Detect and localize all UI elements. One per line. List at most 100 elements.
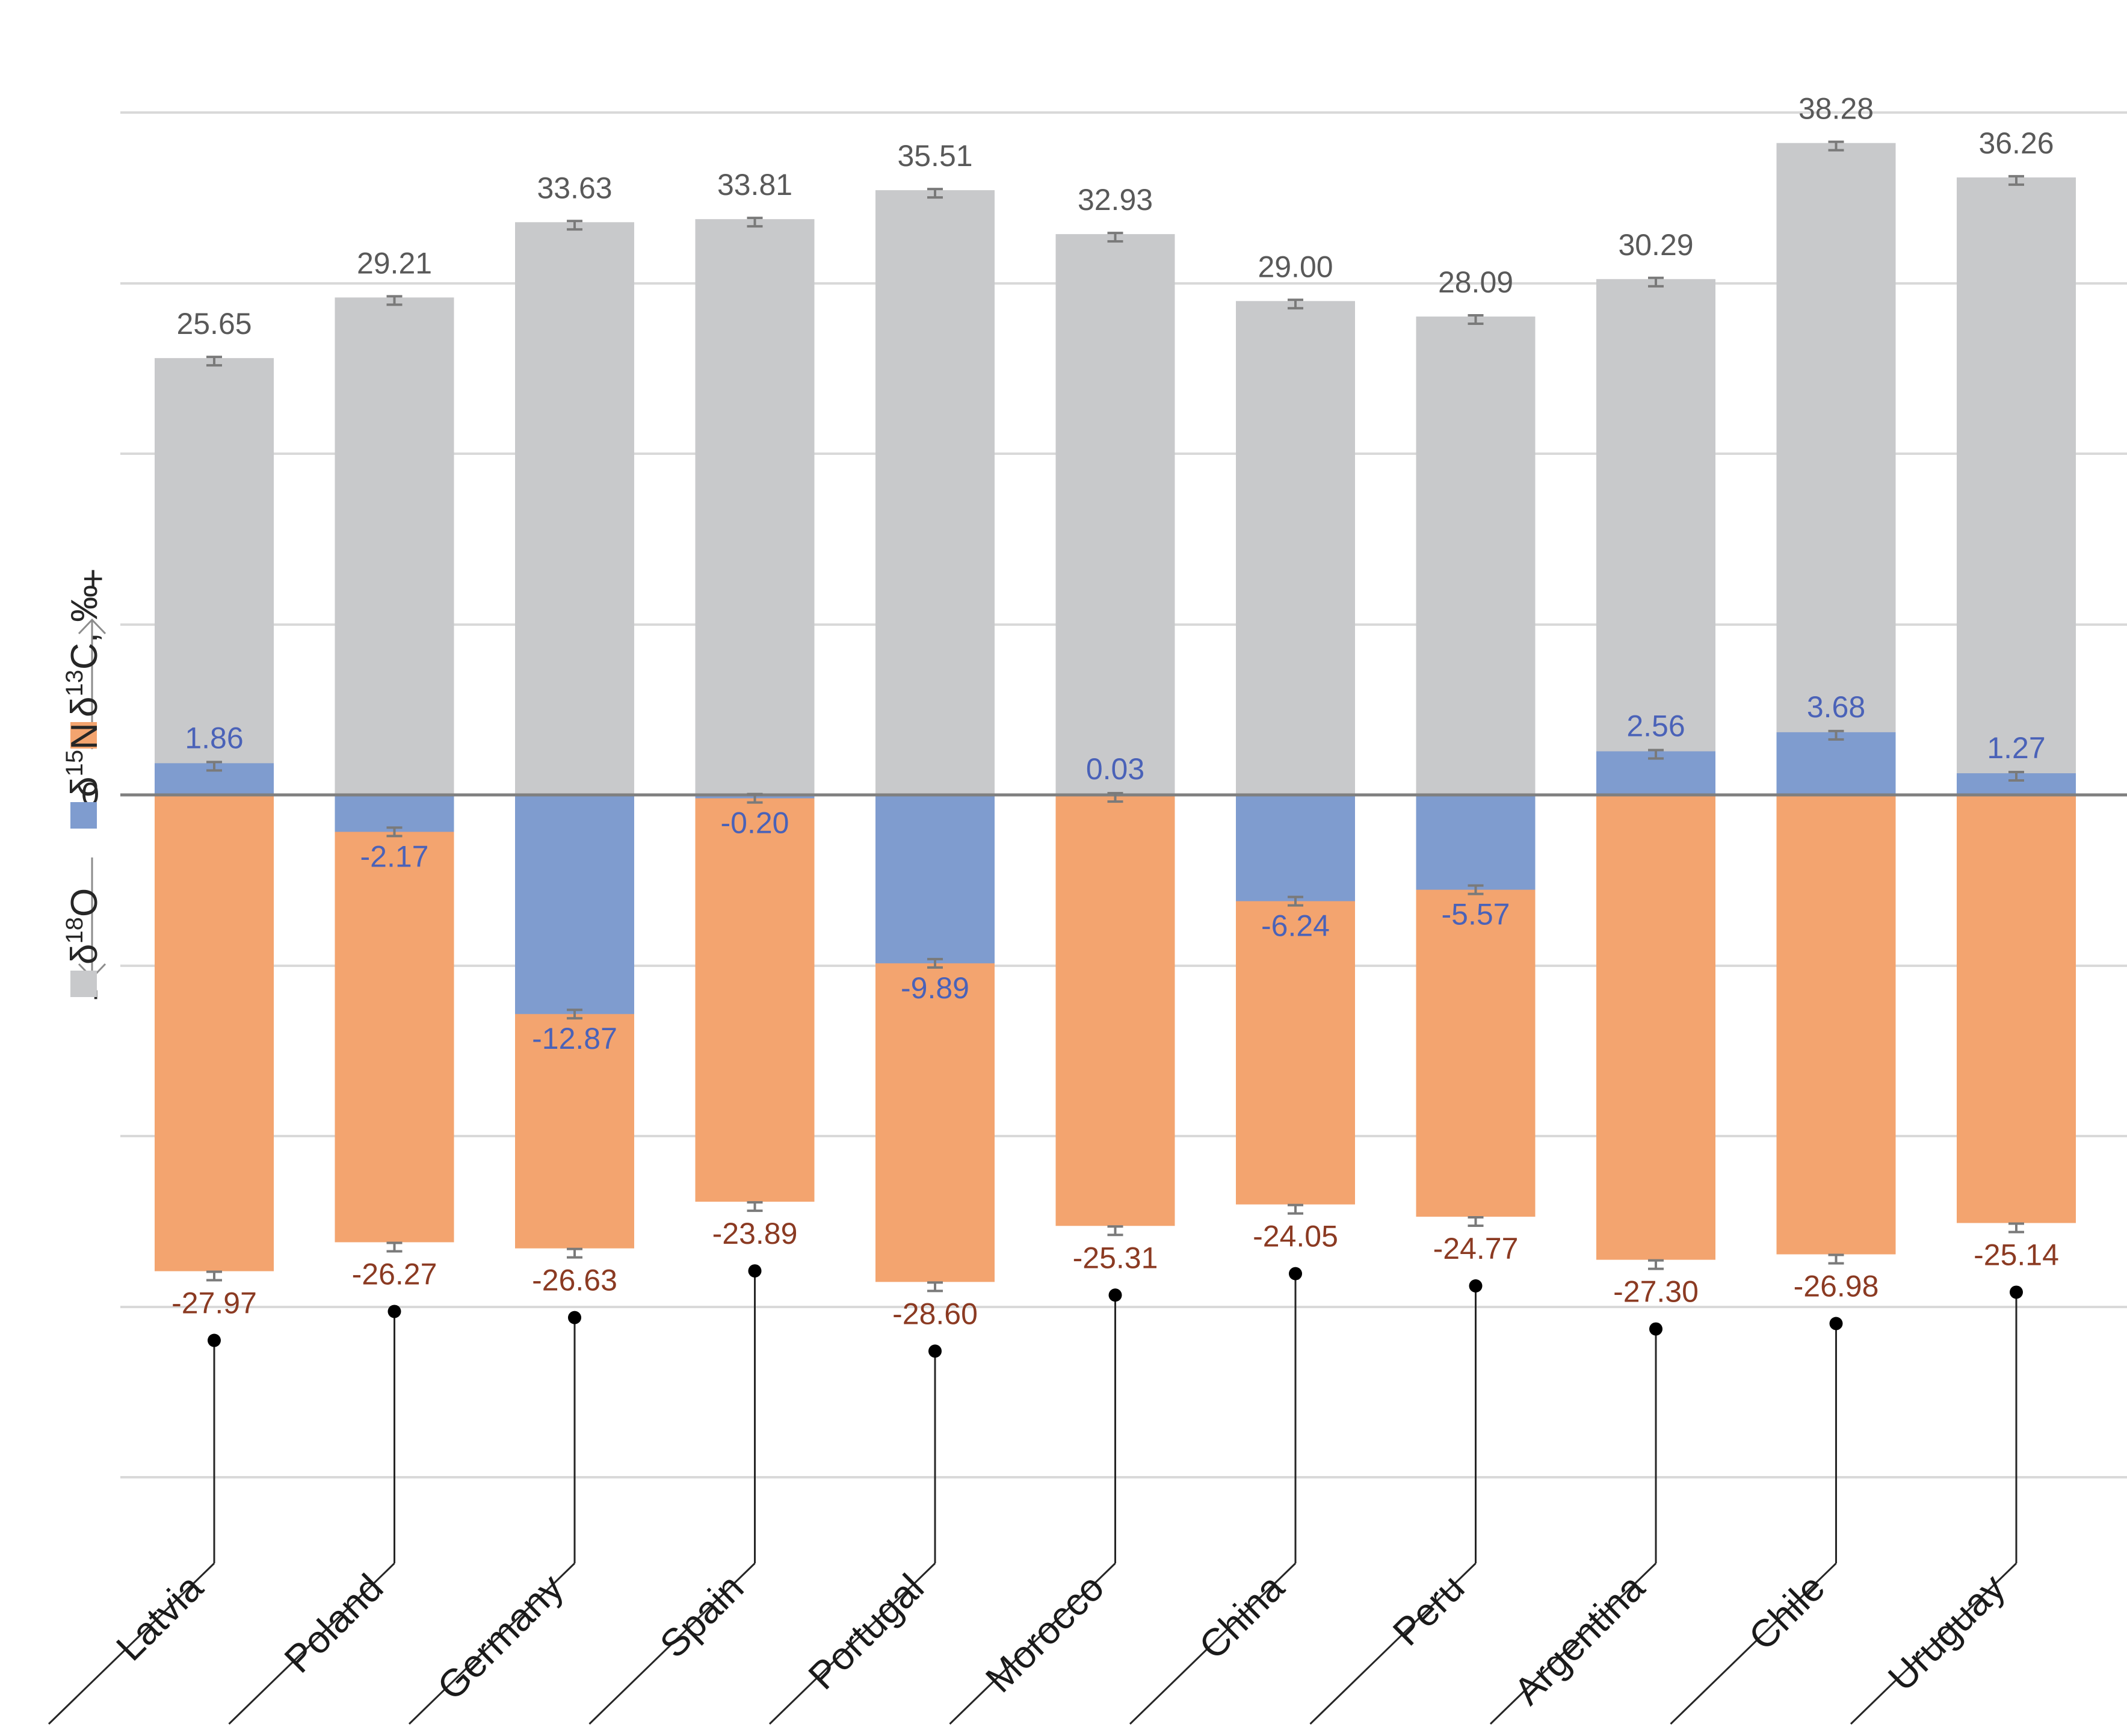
error-bar-n15 xyxy=(567,1009,582,1020)
error-bar-o18 xyxy=(2008,175,2024,186)
label-n15: -9.89 xyxy=(901,971,969,1005)
label-c13: -27.97 xyxy=(171,1287,257,1320)
label-n15: 3.68 xyxy=(1807,690,1865,724)
bar-n15 xyxy=(515,795,634,1015)
bar-o18 xyxy=(335,297,454,795)
bar-c13 xyxy=(335,795,454,1243)
x-tick-slant xyxy=(1309,1562,1477,1725)
bar-o18 xyxy=(1416,317,1536,795)
label-o18: 33.81 xyxy=(717,168,792,202)
error-bar-n15 xyxy=(1107,792,1123,803)
error-bar-o18 xyxy=(747,217,763,228)
bar-o18 xyxy=(1236,301,1355,795)
x-tick-label: Morocco xyxy=(977,1566,1112,1700)
y-axis-legend: 0 + - δ18O δ15N δ13C, ‰ xyxy=(61,568,113,1001)
x-tick-slant xyxy=(1850,1562,2017,1725)
label-n15: -0.20 xyxy=(721,806,789,840)
stem-dot xyxy=(1289,1267,1302,1280)
label-n15: -6.24 xyxy=(1261,909,1330,943)
bar-o18 xyxy=(155,358,274,795)
error-bar-c13 xyxy=(1468,1216,1484,1227)
bar-n15 xyxy=(1236,795,1355,901)
error-bar-n15 xyxy=(1288,895,1303,907)
label-c13: -26.63 xyxy=(532,1264,617,1297)
label-n15: 1.86 xyxy=(185,721,243,755)
x-tick-slant xyxy=(1670,1562,1837,1725)
bar-c13 xyxy=(695,795,815,1202)
error-bar-c13 xyxy=(2008,1222,2024,1234)
x-tick-slant xyxy=(228,1562,395,1725)
x-tick-slant xyxy=(588,1562,756,1725)
label-c13: -26.98 xyxy=(1794,1270,1879,1303)
x-tick-label: Poland xyxy=(276,1566,392,1681)
label-o18: 38.28 xyxy=(1798,92,1874,126)
x-tick-label: Latvia xyxy=(108,1566,211,1669)
label-o18: 30.29 xyxy=(1618,228,1693,262)
stem-dot xyxy=(568,1311,581,1324)
bar-o18 xyxy=(1055,234,1175,795)
label-n15: -5.57 xyxy=(1442,898,1510,931)
bar-n15 xyxy=(1416,795,1536,890)
bar-o18 xyxy=(1596,279,1715,795)
up-arrowhead-icon xyxy=(78,618,107,635)
legend-swatch-n15 xyxy=(70,802,97,829)
legend-swatch-c13 xyxy=(70,722,97,749)
error-bar-c13 xyxy=(567,1247,582,1259)
y-axis-label-right: δ13C, ‰ xyxy=(61,585,105,717)
label-n15: -2.17 xyxy=(360,839,429,873)
y-axis-plus: + xyxy=(73,568,113,589)
stem-dot xyxy=(208,1333,221,1347)
label-o18: 29.00 xyxy=(1258,250,1333,283)
label-o18: 28.09 xyxy=(1438,265,1513,299)
bars xyxy=(155,143,2076,1282)
lollipop-stems xyxy=(208,1264,2023,1563)
x-tick-slant xyxy=(1129,1562,1297,1725)
label-c13: -23.89 xyxy=(712,1217,798,1250)
label-o18: 33.63 xyxy=(537,171,612,205)
error-bar-n15 xyxy=(206,761,222,772)
bar-c13 xyxy=(1957,795,2076,1223)
label-o18: 36.26 xyxy=(1978,126,2054,160)
stem-dot xyxy=(1649,1322,1662,1336)
x-tick-label: Uruguay xyxy=(1880,1566,2013,1699)
bar-c13 xyxy=(155,795,274,1271)
error-bar-c13 xyxy=(1828,1253,1844,1265)
bar-o18 xyxy=(875,190,995,795)
error-bar-n15 xyxy=(1828,729,1844,741)
error-bar-o18 xyxy=(386,295,403,306)
bar-n15 xyxy=(875,795,995,963)
error-bar-o18 xyxy=(1828,140,1844,152)
label-n15: 1.27 xyxy=(1987,731,2045,765)
y-axis-label-mid: δ15N xyxy=(61,723,105,797)
error-bar-c13 xyxy=(1107,1225,1123,1237)
label-c13: -26.27 xyxy=(352,1257,437,1291)
x-tick-label: Argentina xyxy=(1505,1566,1653,1713)
error-bar-n15 xyxy=(2008,771,2024,782)
bar-o18 xyxy=(515,222,634,795)
label-n15: 2.56 xyxy=(1626,709,1685,743)
label-n15: -12.87 xyxy=(532,1022,617,1055)
x-axis: Latvia Poland Germany Spain Portugal Morocco C… xyxy=(48,1562,2017,1725)
bar-c13 xyxy=(1055,795,1175,1226)
error-bar-c13 xyxy=(206,1270,222,1282)
label-o18: 35.51 xyxy=(897,139,972,173)
label-c13: -27.30 xyxy=(1613,1275,1699,1309)
error-bar-c13 xyxy=(927,1281,943,1293)
error-bar-n15 xyxy=(1648,749,1664,760)
error-bar-n15 xyxy=(747,792,763,804)
error-bar-n15 xyxy=(386,826,403,838)
x-tick-slant xyxy=(48,1562,215,1725)
bar-o18 xyxy=(695,219,815,795)
label-o18: 25.65 xyxy=(176,307,252,341)
legend-swatch-o18 xyxy=(70,971,97,997)
stem-dot xyxy=(1108,1288,1122,1302)
label-c13: -24.05 xyxy=(1253,1220,1338,1253)
label-o18: 29.21 xyxy=(357,246,432,280)
error-bar-o18 xyxy=(1468,314,1484,326)
x-tick-label: Portugal xyxy=(800,1566,931,1697)
label-c13: -25.14 xyxy=(1974,1238,2059,1271)
x-tick-slant xyxy=(1489,1562,1657,1725)
error-bar-o18 xyxy=(206,356,222,367)
bar-c13 xyxy=(1776,795,1896,1255)
